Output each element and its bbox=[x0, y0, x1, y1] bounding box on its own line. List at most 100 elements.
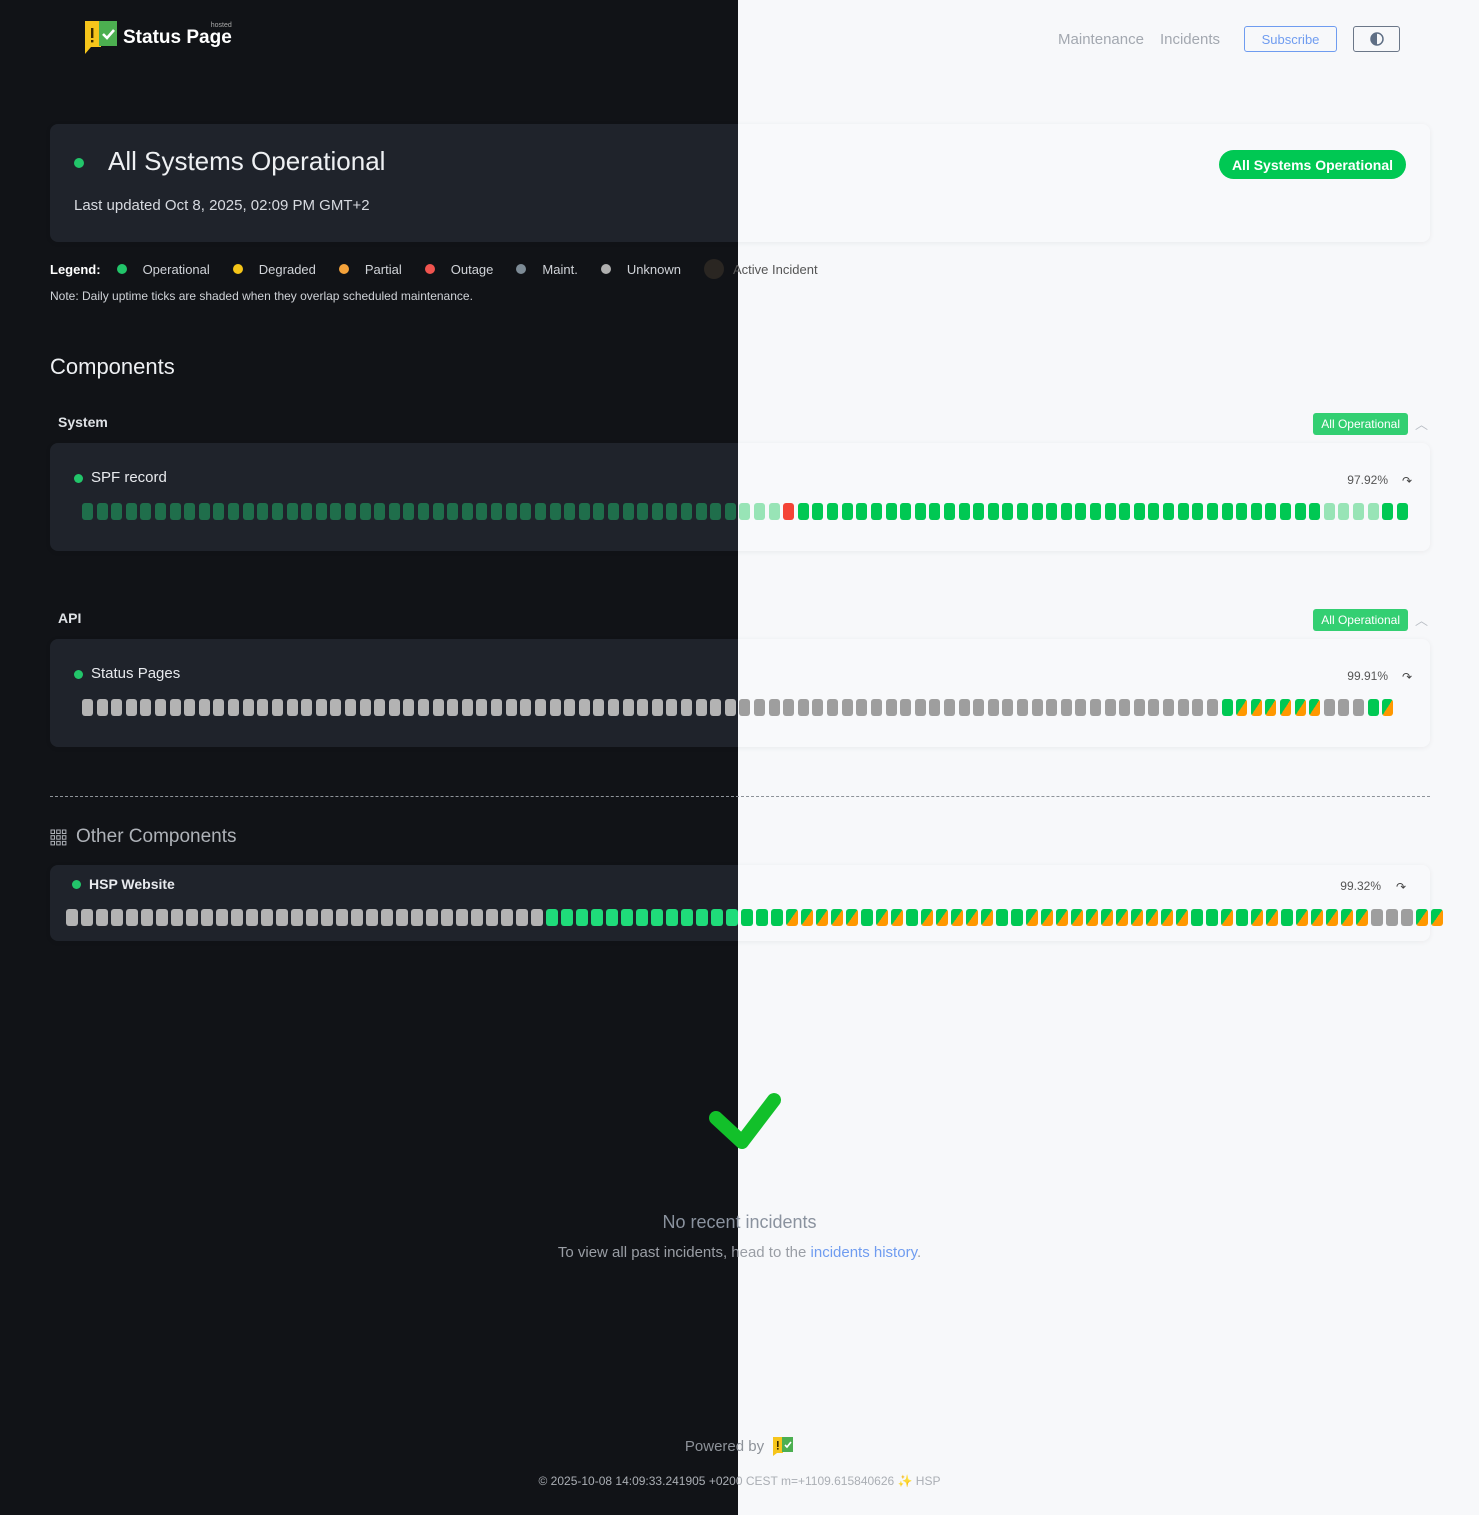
uptime-tick-unknown[interactable] bbox=[374, 699, 386, 716]
uptime-tick-operational-low-data[interactable] bbox=[461, 503, 473, 520]
uptime-tick-operational-low-data[interactable] bbox=[388, 503, 400, 520]
uptime-tick-unknown[interactable] bbox=[1192, 699, 1204, 716]
uptime-tick-operational-partial-mixed[interactable] bbox=[1116, 909, 1128, 926]
uptime-tick-operational[interactable] bbox=[741, 909, 753, 926]
uptime-tick-unknown[interactable] bbox=[666, 699, 678, 716]
uptime-tick-operational[interactable] bbox=[621, 909, 633, 926]
uptime-tick-operational[interactable] bbox=[1177, 503, 1189, 520]
uptime-tick-unknown[interactable] bbox=[637, 699, 649, 716]
uptime-tick-operational[interactable] bbox=[1011, 909, 1023, 926]
uptime-tick-unknown[interactable] bbox=[476, 699, 488, 716]
uptime-tick-operational-low-data[interactable] bbox=[315, 503, 327, 520]
uptime-tick-operational[interactable] bbox=[1236, 909, 1248, 926]
uptime-tick-unknown[interactable] bbox=[973, 699, 985, 716]
uptime-tick-unknown[interactable] bbox=[141, 909, 153, 926]
uptime-tick-unknown[interactable] bbox=[1148, 699, 1160, 716]
uptime-tick-operational[interactable] bbox=[591, 909, 603, 926]
uptime-tick-unknown[interactable] bbox=[710, 699, 722, 716]
uptime-tick-operational[interactable] bbox=[1133, 503, 1145, 520]
uptime-tick-operational[interactable] bbox=[1382, 503, 1394, 520]
uptime-tick-operational-low-data[interactable] bbox=[140, 503, 152, 520]
uptime-tick-operational-partial-mixed[interactable] bbox=[1296, 909, 1308, 926]
uptime-tick-operational-low-data[interactable] bbox=[549, 503, 561, 520]
subscribe-button[interactable]: Subscribe bbox=[1244, 26, 1337, 52]
uptime-tick-operational[interactable] bbox=[1294, 503, 1306, 520]
uptime-tick-unknown[interactable] bbox=[228, 699, 240, 716]
uptime-tick-operational[interactable] bbox=[1119, 503, 1131, 520]
uptime-tick-operational[interactable] bbox=[1192, 503, 1204, 520]
uptime-tick-operational[interactable] bbox=[914, 503, 926, 520]
uptime-tick-operational[interactable] bbox=[726, 909, 738, 926]
uptime-tick-unknown[interactable] bbox=[1386, 909, 1398, 926]
uptime-tick-unknown[interactable] bbox=[403, 699, 415, 716]
uptime-tick-unknown[interactable] bbox=[1401, 909, 1413, 926]
uptime-tick-operational[interactable] bbox=[1104, 503, 1116, 520]
uptime-tick-unknown[interactable] bbox=[66, 909, 78, 926]
uptime-tick-operational[interactable] bbox=[929, 503, 941, 520]
uptime-tick-operational-low-data[interactable] bbox=[82, 503, 93, 520]
uptime-tick-unknown[interactable] bbox=[441, 909, 453, 926]
logo-icon[interactable] bbox=[772, 1436, 794, 1456]
uptime-tick-operational[interactable] bbox=[696, 909, 708, 926]
uptime-tick-unknown[interactable] bbox=[1353, 699, 1365, 716]
uptime-tick-operational-partial-mixed[interactable] bbox=[1356, 909, 1368, 926]
uptime-tick-operational-low-data[interactable] bbox=[111, 503, 123, 520]
uptime-tick-operational-low-data[interactable] bbox=[724, 503, 736, 520]
uptime-tick-unknown[interactable] bbox=[330, 699, 342, 716]
history-icon[interactable]: ↷ bbox=[1395, 880, 1406, 894]
uptime-tick-operational-partial-mixed[interactable] bbox=[1266, 909, 1278, 926]
uptime-tick-operational-low-data[interactable] bbox=[198, 503, 210, 520]
uptime-tick-unknown[interactable] bbox=[1177, 699, 1189, 716]
uptime-tick-unknown[interactable] bbox=[366, 909, 378, 926]
uptime-tick-operational-low-data[interactable] bbox=[622, 503, 634, 520]
uptime-tick-unknown[interactable] bbox=[885, 699, 897, 716]
uptime-tick-operational-partial-mixed[interactable] bbox=[876, 909, 888, 926]
uptime-tick-operational[interactable] bbox=[1281, 909, 1293, 926]
uptime-tick-operational[interactable] bbox=[1163, 503, 1175, 520]
uptime-tick-operational-low-data[interactable] bbox=[564, 503, 576, 520]
uptime-tick-operational-low-data[interactable] bbox=[242, 503, 254, 520]
uptime-tick-unknown[interactable] bbox=[426, 909, 438, 926]
uptime-tick-unknown[interactable] bbox=[549, 699, 561, 716]
uptime-tick-unknown[interactable] bbox=[1075, 699, 1087, 716]
uptime-tick-operational[interactable] bbox=[987, 503, 999, 520]
uptime-tick-unknown[interactable] bbox=[1338, 699, 1350, 716]
uptime-tick-unknown[interactable] bbox=[1133, 699, 1145, 716]
uptime-tick-unknown[interactable] bbox=[516, 909, 528, 926]
uptime-tick-unknown[interactable] bbox=[739, 699, 751, 716]
uptime-tick-operational[interactable] bbox=[666, 909, 678, 926]
uptime-tick-operational-low-data[interactable] bbox=[447, 503, 459, 520]
uptime-tick-operational-partial-mixed[interactable] bbox=[1056, 909, 1068, 926]
uptime-tick-unknown[interactable] bbox=[276, 909, 288, 926]
uptime-tick-operational[interactable] bbox=[1090, 503, 1102, 520]
uptime-tick-unknown[interactable] bbox=[411, 909, 423, 926]
uptime-tick-operational-partial-mixed[interactable] bbox=[1341, 909, 1353, 926]
uptime-tick-operational[interactable] bbox=[1265, 503, 1277, 520]
uptime-tick-unknown[interactable] bbox=[186, 909, 198, 926]
uptime-tick-operational[interactable] bbox=[973, 503, 985, 520]
uptime-tick-operational[interactable] bbox=[812, 503, 824, 520]
uptime-tick-unknown[interactable] bbox=[291, 909, 303, 926]
uptime-tick-operational[interactable] bbox=[1031, 503, 1043, 520]
uptime-tick-operational-partial-mixed[interactable] bbox=[1431, 909, 1443, 926]
uptime-tick-unknown[interactable] bbox=[257, 699, 269, 716]
uptime-tick-operational-low-data[interactable] bbox=[418, 503, 430, 520]
uptime-tick-unknown[interactable] bbox=[169, 699, 181, 716]
uptime-tick-unknown[interactable] bbox=[301, 699, 313, 716]
uptime-tick-operational-low-data[interactable] bbox=[125, 503, 137, 520]
uptime-tick-operational-partial-mixed[interactable] bbox=[1101, 909, 1113, 926]
uptime-tick-operational[interactable] bbox=[900, 503, 912, 520]
uptime-tick-operational-partial-mixed[interactable] bbox=[1131, 909, 1143, 926]
uptime-tick-operational-low-data[interactable] bbox=[1323, 503, 1335, 520]
uptime-tick-operational[interactable] bbox=[870, 503, 882, 520]
uptime-tick-unknown[interactable] bbox=[651, 699, 663, 716]
uptime-tick-operational-low-data[interactable] bbox=[491, 503, 503, 520]
uptime-tick-operational-low-data[interactable] bbox=[1367, 503, 1379, 520]
uptime-tick-unknown[interactable] bbox=[1017, 699, 1028, 716]
uptime-tick-unknown[interactable] bbox=[501, 909, 513, 926]
uptime-tick-unknown[interactable] bbox=[812, 699, 824, 716]
uptime-tick-operational[interactable] bbox=[681, 909, 693, 926]
uptime-tick-unknown[interactable] bbox=[96, 909, 108, 926]
uptime-tick-operational-partial-mixed[interactable] bbox=[1279, 699, 1291, 716]
uptime-tick-operational-low-data[interactable] bbox=[534, 503, 546, 520]
